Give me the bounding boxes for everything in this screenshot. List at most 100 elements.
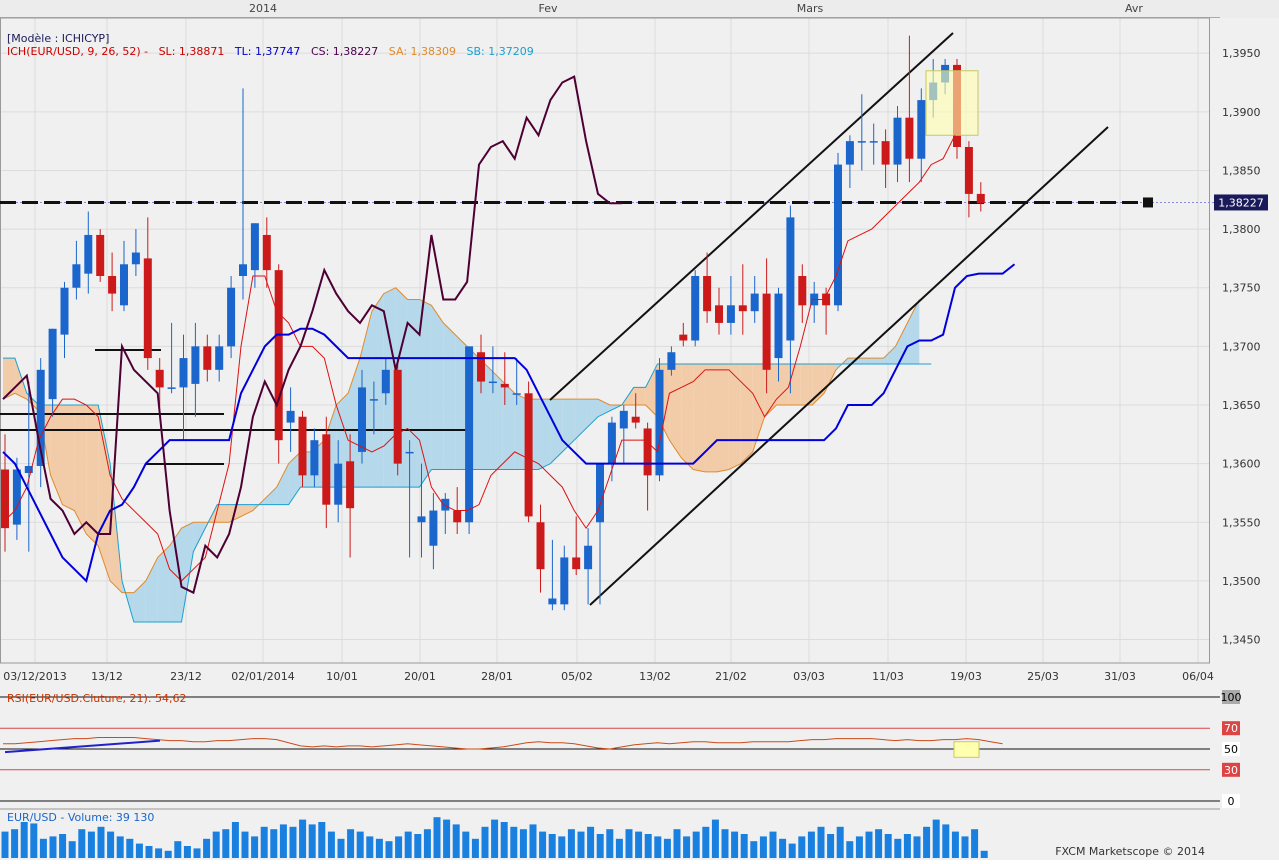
volume-bar <box>798 836 806 858</box>
candle-bear <box>453 510 462 523</box>
volume-bar <box>260 826 268 858</box>
y-tick-label: 1,3650 <box>1222 399 1261 412</box>
candle-bull <box>286 410 295 423</box>
rsi-highlight-box <box>953 741 980 758</box>
candle-bear <box>500 383 509 388</box>
y-tick-label: 1,3500 <box>1222 575 1261 588</box>
kumo-cloud-bear <box>62 405 75 511</box>
volume-bar <box>174 841 182 858</box>
volume-bar <box>375 838 383 858</box>
x-tick-label: 25/03 <box>1027 670 1059 683</box>
tenkan-sen-line <box>2 135 956 582</box>
kumo-cloud-bear <box>740 363 753 464</box>
kumo-cloud-bear <box>645 363 658 417</box>
candle-bear <box>703 276 712 312</box>
rsi-level-badge <box>1222 762 1240 777</box>
volume-bar <box>644 834 652 858</box>
volume-bar <box>587 826 595 858</box>
x-tick-label: 19/03 <box>950 670 982 683</box>
volume-bar <box>567 829 575 858</box>
x-tick-label: 31/03 <box>1104 670 1136 683</box>
kumo-cloud-bear <box>752 363 765 452</box>
volume-bar <box>721 829 729 858</box>
ich-label: ICH(EUR/USD, 9, 26, 52) - <box>7 45 149 58</box>
kumo-cloud-bear <box>812 363 825 405</box>
volume-bar <box>423 829 431 858</box>
kumo-cloud-bear <box>217 504 230 523</box>
x-tick-label: 21/02 <box>715 670 747 683</box>
volume-bar <box>961 836 969 858</box>
candle-bull <box>596 463 604 523</box>
candle-bull <box>429 510 438 546</box>
volume-bar <box>971 829 979 858</box>
volume-bar <box>577 831 585 858</box>
volume-bar <box>683 836 691 858</box>
candle-bull <box>488 381 497 384</box>
candle-bear <box>643 428 652 476</box>
kumo-cloud-bear <box>241 504 253 517</box>
volume-bar <box>942 824 950 858</box>
candle-bear <box>881 141 890 165</box>
volume-bar <box>625 829 633 858</box>
kumo-cloud-bull <box>157 545 170 622</box>
kumo-cloud-bear <box>728 363 741 470</box>
kumo-cloud-bull <box>490 369 503 470</box>
kumo-cloud-bull <box>574 399 587 441</box>
volume-bar <box>97 826 105 858</box>
candle-bear <box>143 258 152 359</box>
volume-bar <box>740 834 748 858</box>
volume-bar <box>913 836 921 858</box>
candle-bear <box>738 305 747 312</box>
last-price-label: 1,38227 <box>1218 196 1264 209</box>
x-tick-label: 06/04 <box>1182 670 1214 683</box>
volume-bar <box>414 834 422 858</box>
candle-bear <box>822 293 831 306</box>
chikou-span-line <box>2 75 622 595</box>
candle-bull <box>310 440 319 476</box>
candle-bull <box>869 141 878 143</box>
candle-bull <box>655 369 664 476</box>
kumo-cloud-bear <box>26 393 39 411</box>
candle-bull <box>405 451 414 454</box>
volume-bar <box>500 822 508 858</box>
kumo-cloud-bull <box>907 299 920 364</box>
y-tick-label: 1,3950 <box>1222 47 1261 60</box>
kumo-cloud-bull <box>276 463 289 505</box>
volume-bar <box>164 850 172 858</box>
candle-bear <box>298 416 307 476</box>
candle-bull <box>215 346 224 370</box>
kumo-cloud-bull <box>514 393 527 470</box>
candle-bull <box>845 141 854 165</box>
y-tick-label: 1,3550 <box>1222 516 1261 529</box>
candle-bear <box>976 193 985 204</box>
rsi-level-label: 70 <box>1224 722 1238 735</box>
candle-bull <box>750 293 759 312</box>
candle-bull <box>548 598 557 605</box>
candle-bull <box>619 410 628 429</box>
volume-bar <box>894 838 902 858</box>
model-label: [Modèle : ICHICYP] <box>7 32 110 45</box>
rsi-level-label: 50 <box>1224 743 1238 756</box>
x-tick-label: 13/02 <box>639 670 671 683</box>
x-tick-label: 11/03 <box>872 670 904 683</box>
candle-bear <box>262 234 271 271</box>
kumo-cloud-bear <box>776 363 789 405</box>
x-tick-label: 10/01 <box>326 670 358 683</box>
kumo-cloud-bull <box>883 346 896 364</box>
volume-bar <box>980 850 988 858</box>
volume-bar <box>145 846 153 858</box>
kumo-cloud-bull <box>550 399 563 464</box>
volume-bar <box>711 819 719 858</box>
volume-bar <box>30 823 38 858</box>
candle-bear <box>322 434 331 505</box>
channel-lower-line <box>589 126 1109 606</box>
volume-bar <box>519 829 527 858</box>
kumo-cloud-bear <box>74 405 87 534</box>
volume-bar <box>932 819 940 858</box>
candle-bull <box>917 100 926 159</box>
candle-bear <box>346 461 355 509</box>
kijun-sen-line <box>2 263 1016 583</box>
support-line-handle <box>1143 197 1153 208</box>
candle-bull <box>607 422 616 464</box>
